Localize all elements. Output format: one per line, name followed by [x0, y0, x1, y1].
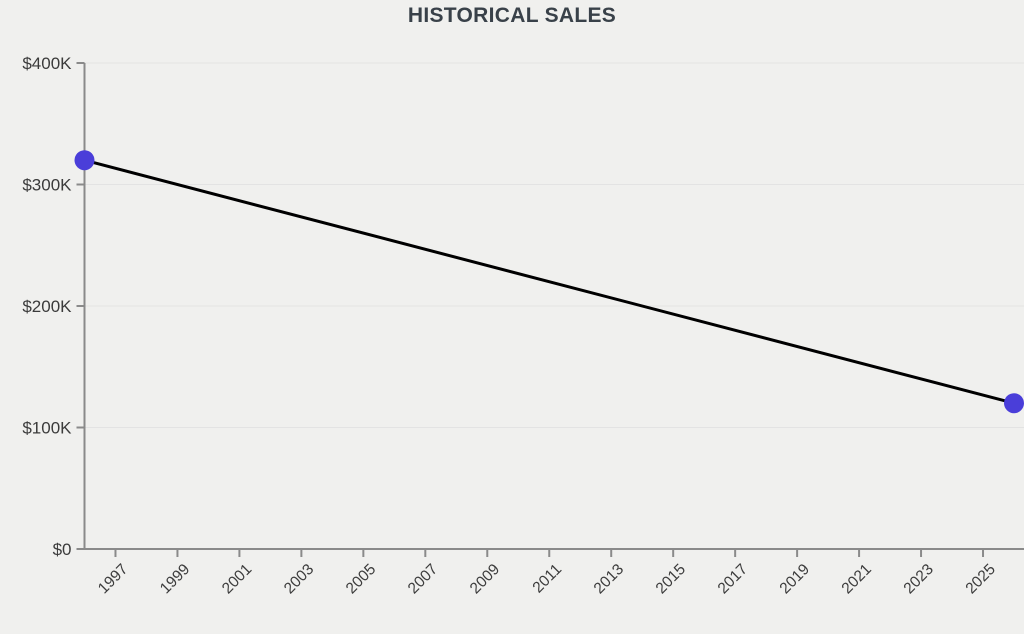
sales-line — [84, 158, 1015, 405]
x-tick-label: 2009 — [467, 561, 503, 597]
x-tick-label: 2025 — [963, 561, 999, 597]
y-tick-label: $0 — [53, 540, 72, 559]
chart-title: HISTORICAL SALES — [407, 4, 617, 27]
y-tick-label: $100K — [22, 419, 72, 438]
x-tick-label: 2007 — [405, 561, 441, 597]
x-tick-label: 2023 — [901, 561, 937, 597]
y-tick-label: $300K — [22, 176, 72, 195]
x-tick-label: 1997 — [95, 561, 131, 597]
x-tick-label: 2003 — [281, 561, 317, 597]
x-tick-label: 2001 — [219, 561, 255, 597]
y-tick-label: $400K — [22, 54, 72, 73]
x-tick-label: 2005 — [343, 561, 379, 597]
x-tick-label: 1999 — [157, 561, 193, 597]
x-tick-label: 2015 — [653, 561, 689, 597]
x-tick-label: 2021 — [839, 561, 875, 597]
x-tick-label: 2013 — [591, 561, 627, 597]
data-point — [74, 150, 95, 171]
data-point — [1004, 393, 1024, 414]
x-tick-label: 2011 — [530, 561, 566, 597]
x-tick-label: 2019 — [777, 561, 813, 597]
y-tick-label: $200K — [22, 297, 72, 316]
x-tick-label: 2017 — [715, 561, 751, 597]
